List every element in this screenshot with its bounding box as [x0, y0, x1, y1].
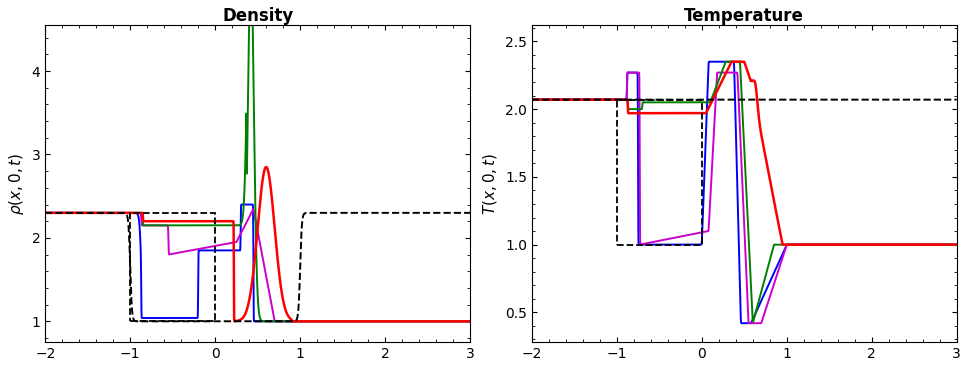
Title: Density: Density [222, 7, 293, 25]
Y-axis label: $T(x,0,t)$: $T(x,0,t)$ [481, 153, 499, 215]
Bar [131, 213, 215, 321]
Bar [617, 100, 702, 245]
Y-axis label: $\rho(x,0,t)$: $\rho(x,0,t)$ [7, 152, 26, 215]
Title: Temperature: Temperature [684, 7, 804, 25]
